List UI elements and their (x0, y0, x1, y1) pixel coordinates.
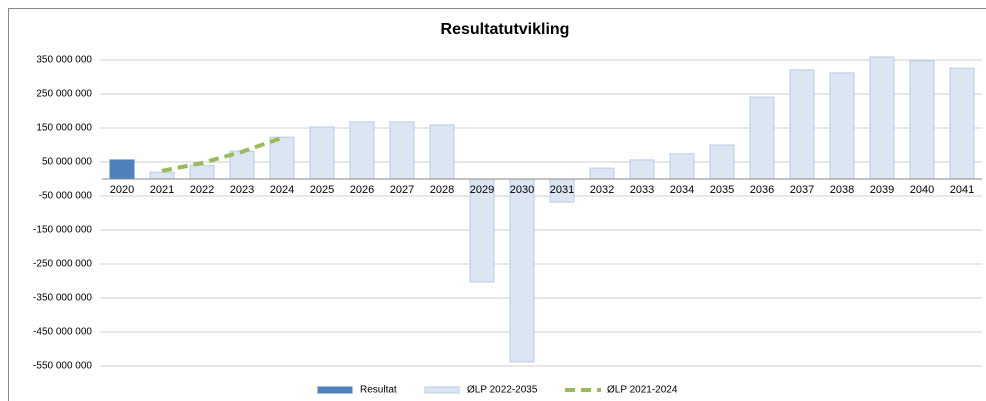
x-tick-label: 2028 (430, 184, 454, 196)
bar (309, 126, 335, 180)
y-tick-label: 50 000 000 (42, 157, 92, 168)
bar (149, 171, 175, 180)
x-tick-label: 2021 (150, 184, 174, 196)
x-tick-label: 2038 (830, 184, 854, 196)
line (161, 135, 283, 173)
bar (189, 164, 215, 180)
legend-swatch (317, 386, 353, 394)
y-tick-label: -50 000 000 (39, 191, 93, 202)
y-tick-label: -350 000 000 (33, 293, 92, 304)
bar (589, 167, 615, 180)
bar (749, 96, 775, 180)
y-tick-label: -550 000 000 (33, 361, 92, 372)
x-tick-label: 2029 (470, 184, 494, 196)
chart-title: Resultatutvikling (441, 21, 570, 38)
x-tick-label: 2036 (750, 184, 774, 196)
legend-swatch (424, 386, 460, 394)
legend-label: Resultat (360, 385, 397, 396)
x-tick-label: 2023 (230, 184, 254, 196)
x-tick-label: 2035 (710, 184, 734, 196)
x-tick-label: 2030 (510, 184, 534, 196)
x-tick-label: 2024 (270, 184, 294, 196)
bar (709, 144, 735, 180)
bar (869, 56, 895, 180)
x-tick-label: 2041 (950, 184, 974, 196)
bar (269, 136, 295, 180)
bar (429, 124, 455, 180)
x-tick-label: 2034 (670, 184, 694, 196)
x-tick-label: 2039 (870, 184, 894, 196)
bar (349, 121, 375, 180)
legend-label: ØLP 2022-2035 (467, 385, 538, 396)
x-tick-label: 2032 (590, 184, 614, 196)
bar (829, 72, 855, 180)
x-tick-label: 2040 (910, 184, 934, 196)
bar (109, 159, 135, 180)
chart-border (8, 8, 986, 401)
x-tick-label: 2031 (550, 184, 574, 196)
x-tick-label: 2022 (190, 184, 214, 196)
y-tick-label: -450 000 000 (33, 327, 92, 338)
y-tick-label: -150 000 000 (33, 225, 92, 236)
bar (949, 67, 975, 180)
x-tick-label: 2025 (310, 184, 334, 196)
x-tick-label: 2033 (630, 184, 654, 196)
y-tick-label: 150 000 000 (36, 123, 92, 134)
bar (389, 121, 415, 180)
x-tick-label: 2037 (790, 184, 814, 196)
x-tick-label: 2020 (110, 184, 134, 196)
x-tick-label: 2026 (350, 184, 374, 196)
bar (509, 178, 535, 363)
bar (909, 60, 935, 180)
y-tick-label: -250 000 000 (33, 259, 92, 270)
x-tick-label: 2027 (390, 184, 414, 196)
bar (789, 69, 815, 180)
bar (669, 153, 695, 180)
y-tick-label: 250 000 000 (36, 89, 92, 100)
y-tick-label: 350 000 000 (36, 55, 92, 66)
bar (629, 159, 655, 180)
legend-label: ØLP 2021-2024 (607, 385, 678, 396)
